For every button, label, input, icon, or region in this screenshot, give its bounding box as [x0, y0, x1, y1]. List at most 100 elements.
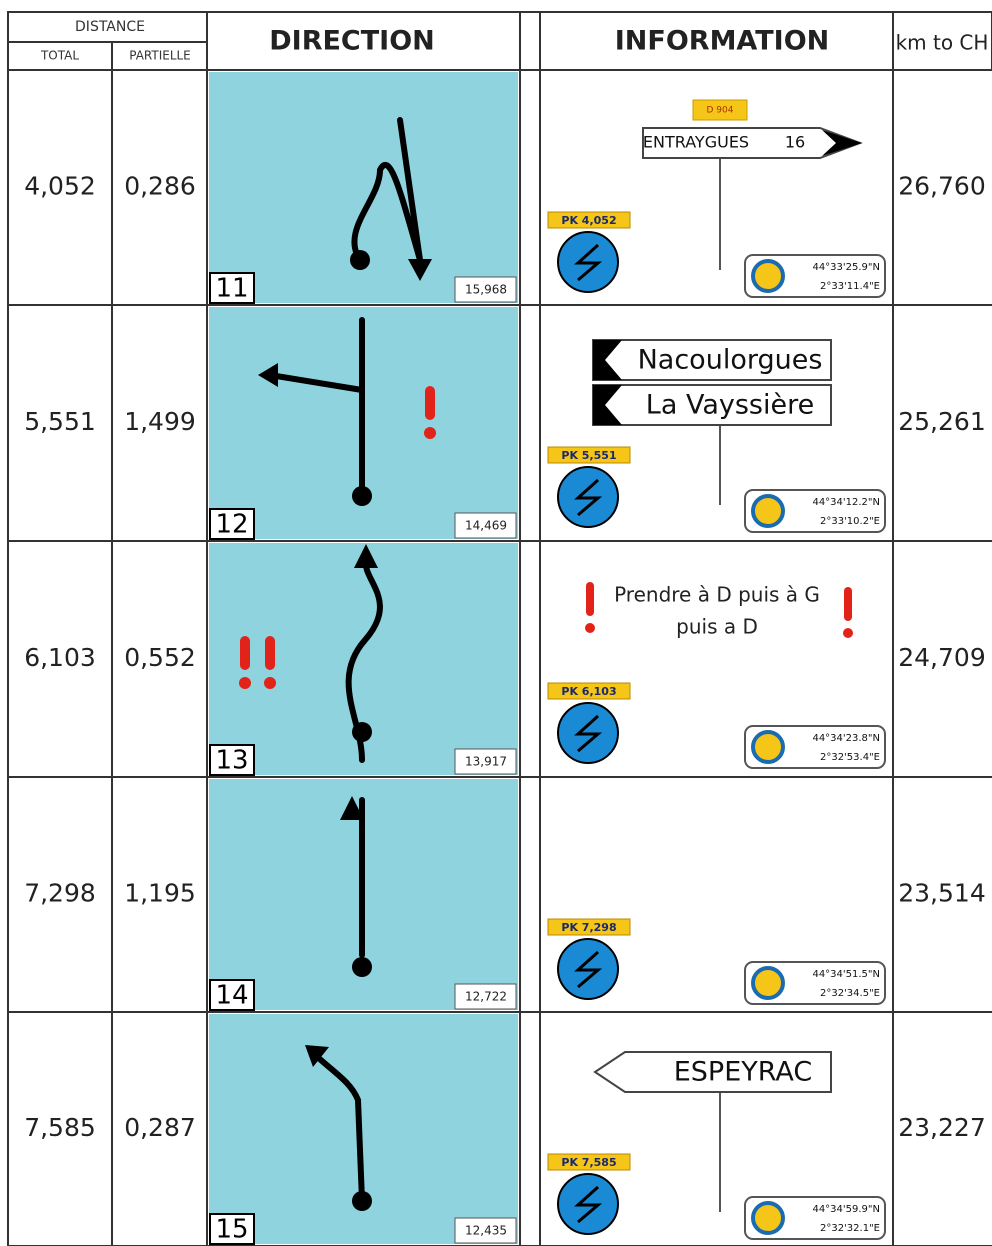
board-text: ESPEYRAC [674, 1057, 813, 1088]
box-km-bg [454, 1217, 517, 1244]
warning-dot [585, 623, 595, 633]
board-text: La Vayssière [646, 390, 814, 421]
box-number: 13 [215, 746, 248, 776]
total-distance: 6,103 [24, 643, 96, 672]
gps-globe [751, 1201, 785, 1235]
board-chevron [593, 340, 622, 380]
partial-distance: 0,287 [124, 1113, 196, 1142]
warning-mark [844, 587, 852, 621]
gps-lat: 44°34'59.9"N [812, 1204, 880, 1215]
warning-mark [265, 636, 275, 670]
km-to-ch: 23,514 [898, 879, 985, 908]
km-header: km to CH [896, 31, 989, 55]
start-dot [350, 250, 370, 270]
box-km: 14,469 [465, 519, 507, 533]
box-km: 13,917 [465, 755, 507, 769]
box-number: 14 [215, 981, 248, 1011]
partial-header: PARTIELLE [129, 49, 191, 63]
pk-label: PK 4,052 [561, 214, 616, 227]
distance-header: DISTANCE [75, 19, 145, 35]
warning-mark [240, 636, 250, 670]
start-dot [352, 1191, 372, 1211]
box-km-bg [454, 276, 517, 303]
gps-lat: 44°33'25.9"N [812, 262, 880, 273]
gps-lat: 44°34'12.2"N [812, 497, 880, 508]
pk-label: PK 6,103 [561, 685, 616, 698]
start-dot [352, 722, 372, 742]
route [267, 317, 365, 498]
gps-lon: 2°33'10.2"E [820, 516, 880, 527]
warning-dot [424, 427, 436, 439]
km-to-ch: 25,261 [898, 407, 985, 436]
start-dot [352, 957, 372, 977]
note-line: puis a D [676, 615, 758, 639]
km-to-ch: 26,760 [898, 172, 985, 201]
box-km-bg [454, 983, 517, 1010]
km-to-ch: 24,709 [898, 643, 985, 672]
road-label: D 904 [707, 106, 734, 116]
box-km-bg [454, 512, 517, 539]
pk-label: PK 7,585 [561, 1156, 616, 1169]
warning-dot [264, 677, 276, 689]
sign-chevron [822, 130, 862, 156]
header-grid [7, 11, 992, 1246]
pk-label: PK 5,551 [561, 449, 616, 462]
pk-label-bg [547, 918, 631, 936]
partial-distance: 1,195 [124, 879, 196, 908]
gps-lat: 44°34'23.8"N [812, 733, 880, 744]
information-header: INFORMATION [615, 26, 830, 57]
box-number-bg [209, 744, 255, 776]
note-line: Prendre à D puis à G [614, 583, 820, 607]
box-km: 12,435 [465, 1224, 507, 1238]
box-number-bg [209, 979, 255, 1011]
warning-mark [425, 386, 435, 420]
partial-distance: 0,552 [124, 643, 196, 672]
box-number-bg [209, 508, 255, 540]
turn-icon-arrow [574, 714, 603, 753]
route-arrow [354, 544, 378, 568]
gps-lat: 44°34'51.5"N [812, 969, 880, 980]
gps-lon: 2°32'34.5"E [820, 988, 880, 999]
box-number: 15 [215, 1215, 248, 1245]
box-km: 12,722 [465, 990, 507, 1004]
turn-icon-arrow [574, 478, 603, 517]
gps-globe [751, 494, 785, 528]
pk-label-bg [547, 682, 631, 700]
gps-globe [751, 730, 785, 764]
road-label-bg [692, 99, 748, 121]
gps-lon: 2°33'11.4"E [820, 281, 880, 292]
turn-icon-arrow [574, 1185, 603, 1224]
pk-label: PK 7,298 [561, 921, 616, 934]
total-distance: 4,052 [24, 172, 96, 201]
route-arrow [305, 1045, 329, 1067]
board-chevron [593, 385, 622, 425]
partial-distance: 0,286 [124, 172, 196, 201]
direction-sign [642, 127, 863, 159]
gps-globe [751, 259, 785, 293]
sign-name: ENTRAYGUES [643, 133, 749, 152]
board-text: Nacoulorgues [638, 345, 823, 376]
warning-dot [843, 628, 853, 638]
total-distance: 7,585 [24, 1113, 96, 1142]
sign-distance: 16 [785, 133, 805, 152]
total-distance: 7,298 [24, 879, 96, 908]
turn-icon-arrow [574, 950, 603, 989]
total-header: TOTAL [40, 49, 79, 63]
pk-label-bg [547, 1153, 631, 1171]
pk-label-bg [547, 211, 631, 229]
total-distance: 5,551 [24, 407, 96, 436]
box-number: 11 [215, 274, 248, 304]
gps-lon: 2°32'32.1"E [820, 1223, 880, 1234]
route-arrow [340, 796, 364, 820]
route-arrow [408, 259, 432, 281]
warning-dot [239, 677, 251, 689]
box-km: 15,968 [465, 283, 507, 297]
warning-mark [586, 582, 594, 616]
direction-board [592, 384, 832, 426]
direction-header: DIRECTION [269, 26, 435, 57]
km-to-ch: 23,227 [898, 1113, 985, 1142]
box-number-bg [209, 1213, 255, 1245]
gps-globe [751, 966, 785, 1000]
partial-distance: 1,499 [124, 407, 196, 436]
